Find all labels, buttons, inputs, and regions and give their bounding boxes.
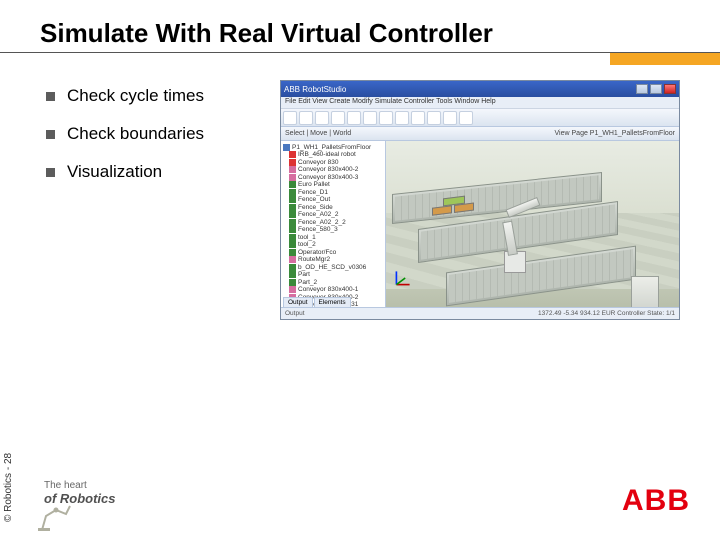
toolbar-primary (281, 109, 679, 127)
bottom-tabs: Output Elements (283, 297, 351, 307)
side-credit: © Robotics - 28 (3, 453, 14, 522)
tree-node[interactable]: P1_WH1_PalletsFromFloor (283, 144, 383, 151)
tree-node[interactable]: Fence_Side (289, 204, 383, 211)
window-title: ABB RobotStudio (284, 85, 346, 94)
bullet-list: Check cycle times Check boundaries Visua… (46, 86, 204, 200)
viewport-3d[interactable] (386, 141, 679, 307)
tree-node[interactable]: IRB_460-ideal robot (289, 151, 383, 158)
part-icon (289, 211, 296, 218)
square-bullet-icon (46, 168, 55, 177)
part-icon (289, 226, 296, 233)
square-bullet-icon (46, 92, 55, 101)
toolbar-button[interactable] (459, 111, 473, 125)
toolbar-button[interactable] (411, 111, 425, 125)
toolbar-button[interactable] (363, 111, 377, 125)
part-icon (289, 271, 296, 278)
toolbar-button[interactable] (331, 111, 345, 125)
tree-panel[interactable]: P1_WH1_PalletsFromFloor IRB_460-ideal ro… (281, 141, 386, 307)
window-titlebar: ABB RobotStudio (281, 81, 679, 97)
part-icon (289, 241, 296, 248)
part-icon (289, 204, 296, 211)
toolbar-button[interactable] (299, 111, 313, 125)
bullet-item: Visualization (46, 162, 204, 182)
tree-node[interactable]: Operator/Fco (289, 249, 383, 256)
tree-node[interactable]: Fence_A02_2_2 (289, 219, 383, 226)
part-icon (289, 189, 296, 196)
heart-line1: The heart (44, 480, 116, 491)
tree-node[interactable]: Conveyor 830x400-3 (289, 174, 383, 181)
bullet-text: Check cycle times (67, 86, 204, 106)
status-left: Output (285, 310, 305, 317)
maximize-icon[interactable] (650, 84, 662, 94)
bullet-text: Check boundaries (67, 124, 204, 144)
app-screenshot: ABB RobotStudio File Edit View Create Mo… (280, 80, 680, 320)
tree-node[interactable]: Conveyor 830 (289, 159, 383, 166)
part-icon (289, 196, 296, 203)
toolbar-button[interactable] (443, 111, 457, 125)
tree-node[interactable]: Part (289, 271, 383, 278)
abb-logo: ABB (622, 484, 690, 518)
tree-node[interactable]: Part_2 (289, 279, 383, 286)
tree-node[interactable]: Conveyor 830x400-2 (289, 166, 383, 173)
tab-elements[interactable]: Elements (314, 297, 351, 307)
part-icon (289, 159, 296, 166)
minimize-icon[interactable] (636, 84, 648, 94)
part-icon (289, 279, 296, 286)
bullet-item: Check boundaries (46, 124, 204, 144)
tree-node[interactable]: Fence_Out (289, 196, 383, 203)
tree-node[interactable]: tool_2 (289, 241, 383, 248)
bullet-text: Visualization (67, 162, 162, 182)
toolbar-button[interactable] (347, 111, 361, 125)
tab-output[interactable]: Output (283, 297, 313, 307)
part-icon (289, 234, 296, 241)
tree-node[interactable]: Euro Pallet (289, 181, 383, 188)
tree-node[interactable]: b_OD_HE_SCD_v0306 (289, 264, 383, 271)
tree-node[interactable]: Fence_580_3 (289, 226, 383, 233)
view-page-label: View Page P1_WH1_PalletsFromFloor (555, 130, 675, 137)
status-bar: Output 1372.49 -5.34 934.12 EUR Controll… (281, 307, 679, 319)
tree-node[interactable]: Fence_A02_2 (289, 211, 383, 218)
toolbar-mode-label: Select | Move | World (285, 130, 351, 137)
part-icon (289, 249, 296, 256)
bullet-item: Check cycle times (46, 86, 204, 106)
menu-bar[interactable]: File Edit View Create Modify Simulate Co… (281, 97, 679, 109)
tree-node[interactable]: RouteMgr2 (289, 256, 383, 263)
part-icon (289, 174, 296, 181)
robot-icon (289, 151, 296, 158)
part-icon (289, 256, 296, 263)
tree-node[interactable]: tool_1 (289, 234, 383, 241)
station-icon (283, 144, 290, 151)
toolbar-button[interactable] (315, 111, 329, 125)
tree-node[interactable]: Fence_D1 (289, 189, 383, 196)
title-underline (0, 52, 720, 66)
part-icon (289, 264, 296, 271)
part-icon (289, 181, 296, 188)
content-area: P1_WH1_PalletsFromFloor IRB_460-ideal ro… (281, 141, 679, 307)
status-right: 1372.49 -5.34 934.12 EUR Controller Stat… (538, 310, 675, 317)
axis-gizmo-icon (392, 267, 414, 289)
toolbar-button[interactable] (379, 111, 393, 125)
part-icon (289, 166, 296, 173)
square-bullet-icon (46, 130, 55, 139)
robot-sketch-icon (36, 502, 86, 532)
part-icon (289, 286, 296, 293)
slide-title: Simulate With Real Virtual Controller (40, 18, 493, 49)
tree-node[interactable]: Conveyor 830x400-1 (289, 286, 383, 293)
window-buttons (636, 84, 676, 94)
close-icon[interactable] (664, 84, 676, 94)
toolbar-button[interactable] (283, 111, 297, 125)
part-icon (289, 219, 296, 226)
toolbar-secondary: Select | Move | World View Page P1_WH1_P… (281, 127, 679, 141)
toolbar-button[interactable] (427, 111, 441, 125)
toolbar-button[interactable] (395, 111, 409, 125)
controller-cabinet (631, 276, 659, 307)
